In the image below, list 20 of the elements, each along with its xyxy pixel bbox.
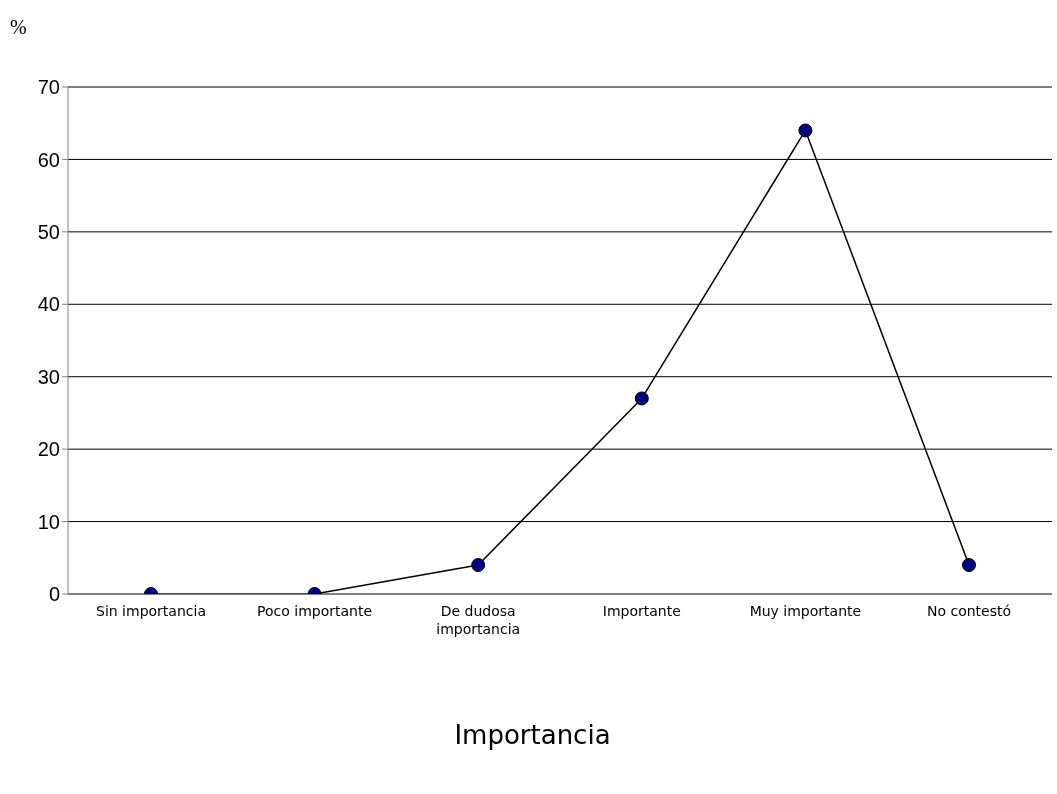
point — [471, 558, 486, 573]
x-axis-title: Importancia — [453, 720, 612, 750]
point — [798, 123, 813, 138]
point — [962, 558, 976, 573]
y-tick-label: 70 — [37, 76, 60, 99]
y-tick-label: 0 — [48, 583, 60, 606]
x-tick-label: De dudosa importancia — [436, 603, 521, 637]
y-tick-label: 40 — [37, 293, 60, 316]
y-tick-label: 20 — [37, 438, 60, 461]
y-tick-label: 60 — [37, 148, 60, 171]
x-tick-label: Importante — [602, 603, 681, 619]
x-tick-label: Poco importante — [257, 603, 373, 619]
point — [634, 391, 649, 406]
x-tick-label: Sin importancia — [96, 603, 206, 619]
y-tick-label: 50 — [37, 220, 60, 243]
y-tick-label: 30 — [37, 365, 60, 388]
x-tick-label: Muy importante — [749, 603, 862, 619]
x-tick-label: No contestó — [926, 603, 1012, 619]
y-tick-label: 10 — [37, 510, 60, 533]
y-axis-title: % — [10, 16, 27, 39]
